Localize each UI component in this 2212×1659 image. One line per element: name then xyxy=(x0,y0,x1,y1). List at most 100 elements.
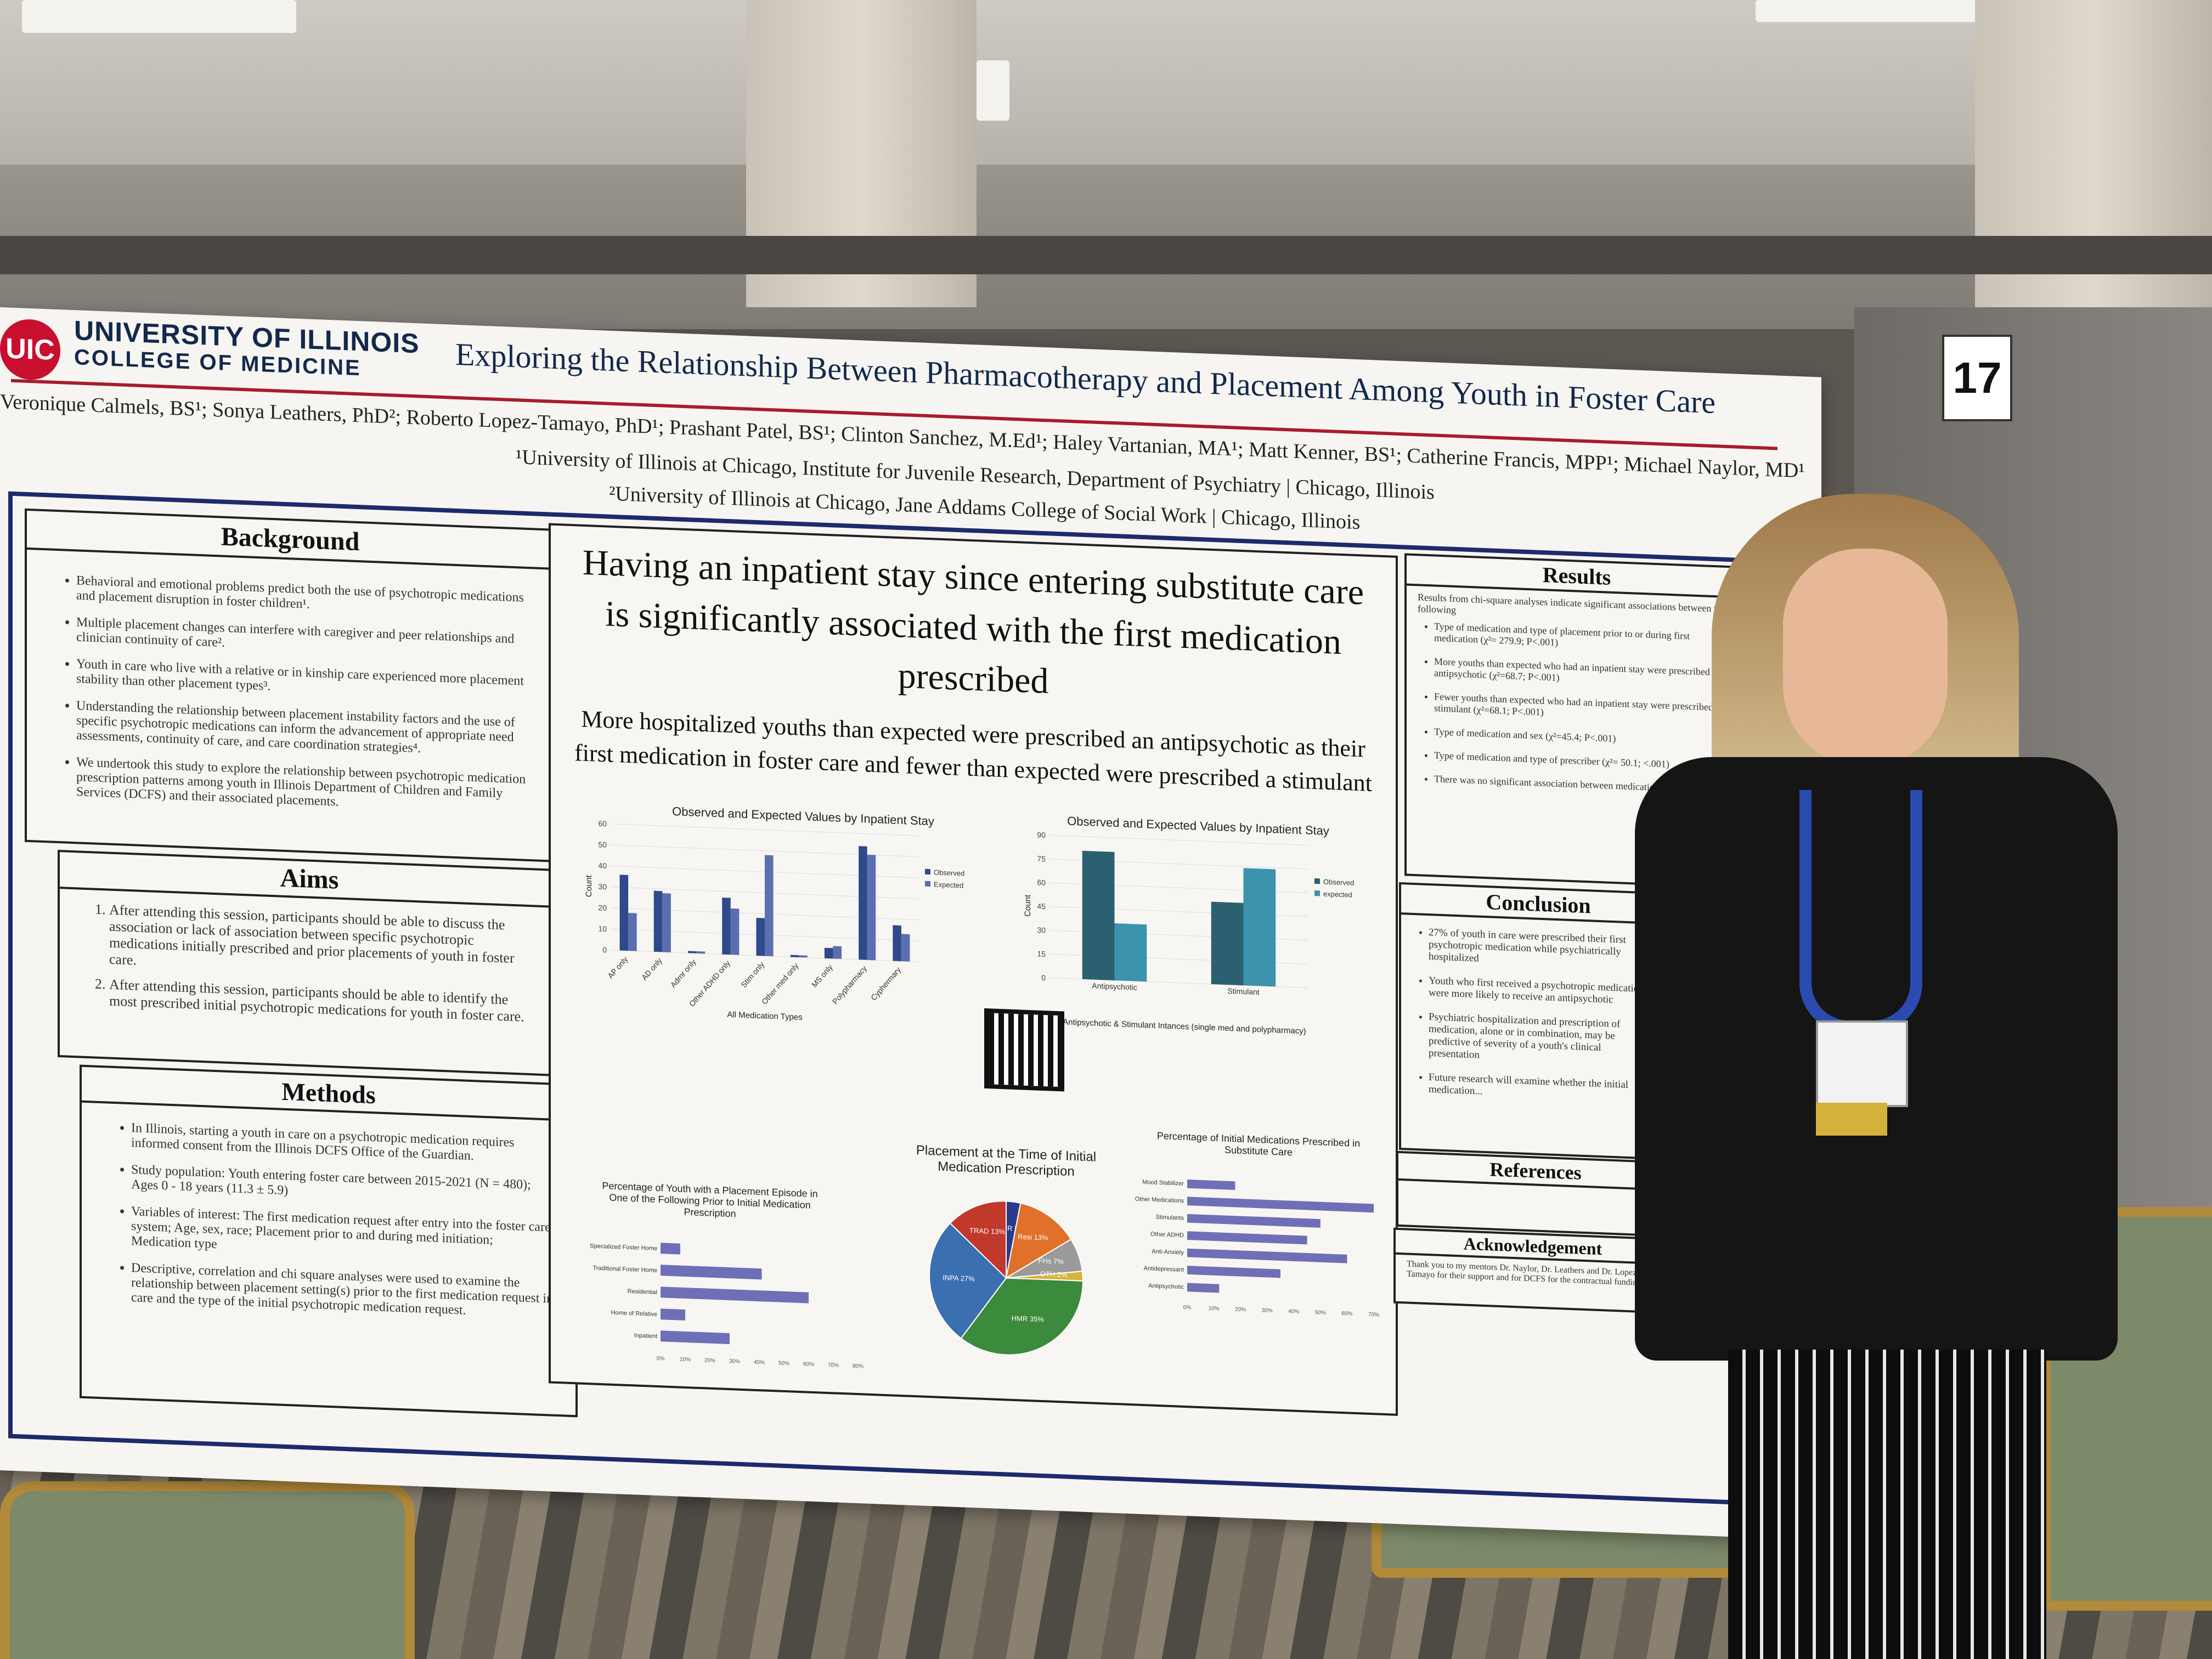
category-label: Residential xyxy=(628,1288,657,1296)
tick-label: 70% xyxy=(828,1362,839,1369)
tick-label: 60% xyxy=(803,1361,814,1368)
category-label: Traditional Foster Home xyxy=(592,1265,657,1274)
bar xyxy=(1187,1283,1220,1293)
tick-label: 50% xyxy=(778,1361,789,1367)
bar xyxy=(867,855,876,961)
list-item: We undertook this study to explore the r… xyxy=(76,755,532,817)
tick-label: 0 xyxy=(1041,973,1046,982)
observed-expected-all-meds-chart: 0 10 20 30 40 50 60 AP only AD only Adrnr only Oth… xyxy=(584,819,964,1022)
legend-swatch xyxy=(925,881,930,887)
chart-title: Placement at the Time of Initial Medicat… xyxy=(916,1143,1097,1180)
legend-label: Observed xyxy=(1323,878,1354,887)
category-label: Inpatient xyxy=(634,1332,657,1340)
category-label: Cyphermary xyxy=(869,965,902,1002)
placement-pie-chart: EMR 3%Resi 13%FHs 7%OTH 2%HMR 35%INPA 27… xyxy=(929,1200,1084,1356)
key-finding-headline: Having an inpatient stay since entering … xyxy=(582,542,1364,702)
acknowledgement-section: Acknowledgement Thank you to my mentors … xyxy=(1393,1227,1672,1314)
category-label: AD only xyxy=(640,956,664,982)
list-item: Multiple placement changes can interfere… xyxy=(76,615,532,662)
list-item: After attending this session, participan… xyxy=(109,902,537,984)
tick-label: 40% xyxy=(754,1359,765,1366)
tick-label: 30 xyxy=(598,882,607,891)
bar xyxy=(1187,1197,1374,1213)
tick-label: 15 xyxy=(1037,949,1046,958)
tick-label: 0 xyxy=(602,945,607,954)
tick-label: 20% xyxy=(704,1357,715,1364)
bar xyxy=(1082,850,1115,981)
tick-label: 60 xyxy=(598,819,607,828)
axis-label: All Medication Types xyxy=(727,1010,802,1022)
bar xyxy=(756,917,765,956)
category-label: MS only xyxy=(810,963,834,989)
tick-label: 60% xyxy=(1341,1311,1352,1317)
list-item: Variables of interest: The first medicat… xyxy=(131,1204,554,1265)
slice-label: INPA 27% xyxy=(943,1273,975,1283)
tick-label: 60 xyxy=(1037,878,1046,887)
initial-medications-chart: Mood Stabilizer Other Medications Stimulan… xyxy=(1135,1179,1379,1318)
booth-number-sign: 17 xyxy=(1942,335,2012,421)
bar xyxy=(799,955,808,958)
category-label: Other Medications xyxy=(1135,1196,1184,1204)
face xyxy=(1783,549,1948,768)
category-label: Home of Relative xyxy=(611,1310,657,1318)
tick-label: 10 xyxy=(598,924,607,934)
name-badge xyxy=(1816,1020,1908,1107)
qr-code[interactable] xyxy=(984,1008,1064,1092)
list-item: In Illinois, starting a youth in care on… xyxy=(131,1121,554,1167)
tick-label: 45 xyxy=(1037,902,1046,911)
placement-episode-chart: Specialized Foster Home Traditional Foste… xyxy=(590,1243,864,1369)
bar xyxy=(661,1243,680,1255)
category-label: Antidepressant xyxy=(1144,1265,1184,1273)
tick-label: 20% xyxy=(1235,1306,1246,1313)
references-section: References xyxy=(1396,1150,1675,1238)
tick-label: 90 xyxy=(1037,831,1046,840)
bar xyxy=(628,912,637,951)
list-item: 27% of youth in care were prescribed the… xyxy=(1429,927,1654,972)
bar xyxy=(1114,923,1147,982)
tick-label: 20 xyxy=(598,903,607,912)
research-poster: UIC UNIVERSITY OF ILLINOIS COLLEGE OF ME… xyxy=(0,307,1821,1541)
bar xyxy=(722,898,731,955)
bar xyxy=(790,955,799,957)
category-label: Stimulant xyxy=(1227,986,1259,996)
gridline xyxy=(1050,835,1308,846)
bar xyxy=(765,855,774,957)
methods-section: Methods In Illinois, starting a youth in… xyxy=(80,1064,578,1418)
bar xyxy=(859,846,867,960)
legend-label: Expected xyxy=(934,880,963,889)
tick-label: 50% xyxy=(1315,1310,1326,1316)
partition-top xyxy=(0,236,2212,274)
tick-label: 40% xyxy=(1288,1308,1299,1315)
chair xyxy=(0,1481,415,1659)
category-label: Antipsychotic xyxy=(1148,1283,1184,1291)
bar xyxy=(661,1330,730,1345)
pie-slice xyxy=(1005,1202,1072,1279)
key-finding-subheadline: More hospitalized youths than expected w… xyxy=(574,705,1372,797)
aims-section: Aims After attending this session, parti… xyxy=(58,850,561,1077)
category-label: Antipsychotic xyxy=(1092,981,1137,991)
bar xyxy=(661,1265,762,1280)
bar xyxy=(661,1308,685,1321)
bar xyxy=(619,874,629,951)
pie-slice xyxy=(929,1222,1007,1339)
chart-title: Percentage of Initial Medications Prescr… xyxy=(1156,1130,1361,1158)
category-label: Polypharmacy xyxy=(831,964,868,1006)
slice-label: TRAD 13% xyxy=(969,1226,1005,1236)
tick-label: 0% xyxy=(1183,1305,1192,1311)
slice-label: FHs 7% xyxy=(1039,1256,1064,1266)
background-section: Background Behavioral and emotional prob… xyxy=(25,508,556,862)
bar xyxy=(730,908,740,955)
legend-label: expected xyxy=(1323,890,1352,899)
slice-label: Resi 13% xyxy=(1018,1232,1048,1242)
badge-ribbon xyxy=(1816,1103,1887,1136)
methods-list: In Illinois, starting a youth in care on… xyxy=(82,1119,575,1323)
category-label: Stim only xyxy=(739,960,766,989)
conclusion-list: 27% of youth in care were prescribed the… xyxy=(1401,926,1675,1105)
list-item: Understanding the relationship between p… xyxy=(76,698,532,760)
tick-label: 50 xyxy=(598,840,607,849)
tick-label: 30% xyxy=(1262,1307,1273,1314)
presenter-person xyxy=(1635,494,2118,1659)
tick-label: 40 xyxy=(598,861,607,871)
lanyard xyxy=(1799,790,1922,1032)
tick-label: 10% xyxy=(1209,1306,1220,1312)
